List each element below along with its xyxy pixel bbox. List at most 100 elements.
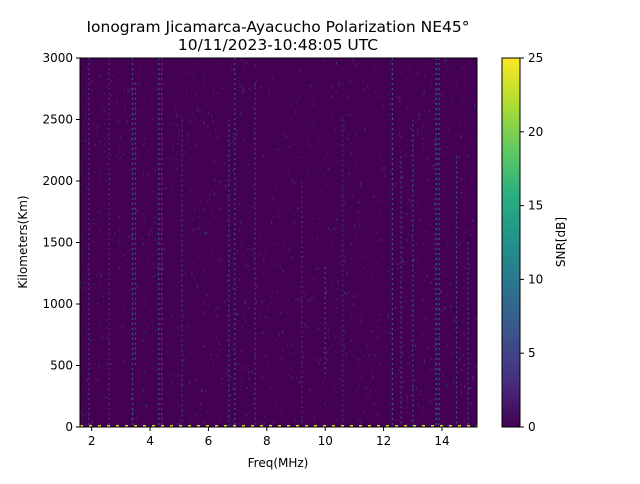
noise-speck xyxy=(402,352,403,355)
noise-speck xyxy=(370,368,372,372)
noise-speck xyxy=(134,417,136,420)
noise-speck xyxy=(238,422,240,425)
y-tick-label: 0 xyxy=(65,420,73,434)
noise-speck xyxy=(333,401,335,403)
noise-speck xyxy=(88,296,90,299)
noise-speck xyxy=(176,286,178,289)
noise-speck xyxy=(355,237,357,240)
noise-speck xyxy=(440,148,442,151)
noise-speck xyxy=(309,299,310,302)
noise-speck xyxy=(424,360,426,364)
noise-speck xyxy=(233,256,235,260)
noise-speck xyxy=(123,308,125,311)
colorbar-tick-label: 10 xyxy=(528,272,543,286)
noise-speck xyxy=(422,406,424,409)
noise-speck xyxy=(401,269,403,272)
noise-speck xyxy=(143,143,145,146)
noise-speck xyxy=(454,329,456,331)
noise-speck xyxy=(95,379,97,381)
noise-speck xyxy=(446,241,448,245)
noise-speck xyxy=(245,413,247,416)
noise-speck xyxy=(442,151,443,155)
noise-speck xyxy=(215,268,217,270)
noise-speck xyxy=(247,62,249,64)
noise-speck xyxy=(196,163,198,166)
noise-speck xyxy=(234,280,235,282)
noise-speck xyxy=(449,283,451,286)
noise-speck xyxy=(317,237,318,240)
noise-speck xyxy=(460,368,462,371)
noise-speck xyxy=(203,302,205,305)
noise-speck xyxy=(450,305,452,309)
noise-speck xyxy=(153,367,155,369)
noise-speck xyxy=(472,185,473,188)
noise-speck xyxy=(124,103,126,105)
noise-speck xyxy=(151,189,153,192)
noise-speck xyxy=(321,207,322,210)
noise-speck xyxy=(196,232,198,234)
noise-speck xyxy=(225,185,227,188)
noise-speck xyxy=(92,332,94,335)
noise-speck xyxy=(105,396,107,399)
noise-speck xyxy=(282,330,284,334)
noise-speck xyxy=(146,173,148,177)
noise-speck xyxy=(286,135,288,139)
noise-speck xyxy=(474,176,476,178)
noise-speck xyxy=(327,155,329,157)
noise-speck xyxy=(200,199,202,203)
noise-speck xyxy=(86,378,88,382)
noise-speck xyxy=(370,96,372,99)
noise-speck xyxy=(325,386,327,390)
noise-speck xyxy=(300,298,302,302)
noise-speck xyxy=(364,127,366,131)
noise-speck xyxy=(317,83,319,85)
noise-speck xyxy=(289,83,291,86)
noise-speck xyxy=(450,350,452,352)
noise-speck xyxy=(282,289,284,291)
noise-speck xyxy=(320,368,322,371)
noise-speck xyxy=(436,152,438,154)
noise-speck xyxy=(423,94,425,97)
noise-speck xyxy=(97,302,99,305)
noise-speck xyxy=(226,398,228,400)
noise-speck xyxy=(453,291,455,293)
noise-speck xyxy=(80,172,82,176)
noise-speck xyxy=(323,276,325,280)
noise-speck xyxy=(461,133,463,136)
noise-speck xyxy=(193,76,195,79)
noise-speck xyxy=(387,191,389,194)
noise-speck xyxy=(255,300,257,304)
noise-speck xyxy=(247,264,249,268)
noise-speck xyxy=(130,89,132,92)
noise-speck xyxy=(359,187,361,189)
noise-speck xyxy=(131,418,133,421)
noise-speck xyxy=(216,315,218,317)
noise-speck xyxy=(272,76,274,80)
noise-speck xyxy=(119,358,121,361)
noise-speck xyxy=(115,314,117,318)
noise-speck xyxy=(276,190,278,192)
noise-speck xyxy=(135,110,137,113)
noise-speck xyxy=(84,116,86,119)
noise-speck xyxy=(293,181,295,184)
noise-speck xyxy=(385,409,386,411)
noise-speck xyxy=(123,361,125,364)
noise-speck xyxy=(216,322,218,324)
colorbar-label: SNR[dB] xyxy=(554,217,568,267)
noise-speck xyxy=(351,315,353,318)
noise-speck xyxy=(273,98,275,100)
noise-speck xyxy=(460,135,462,138)
noise-speck xyxy=(144,219,146,222)
noise-speck xyxy=(124,167,125,169)
noise-speck xyxy=(142,167,144,169)
noise-speck xyxy=(253,138,254,140)
noise-speck xyxy=(206,103,208,106)
noise-speck xyxy=(345,419,347,422)
noise-speck xyxy=(282,82,284,86)
noise-speck xyxy=(326,184,328,187)
noise-speck xyxy=(246,176,248,180)
noise-speck xyxy=(423,358,425,360)
noise-speck xyxy=(427,353,429,357)
noise-speck xyxy=(217,236,219,239)
noise-speck xyxy=(121,401,123,404)
